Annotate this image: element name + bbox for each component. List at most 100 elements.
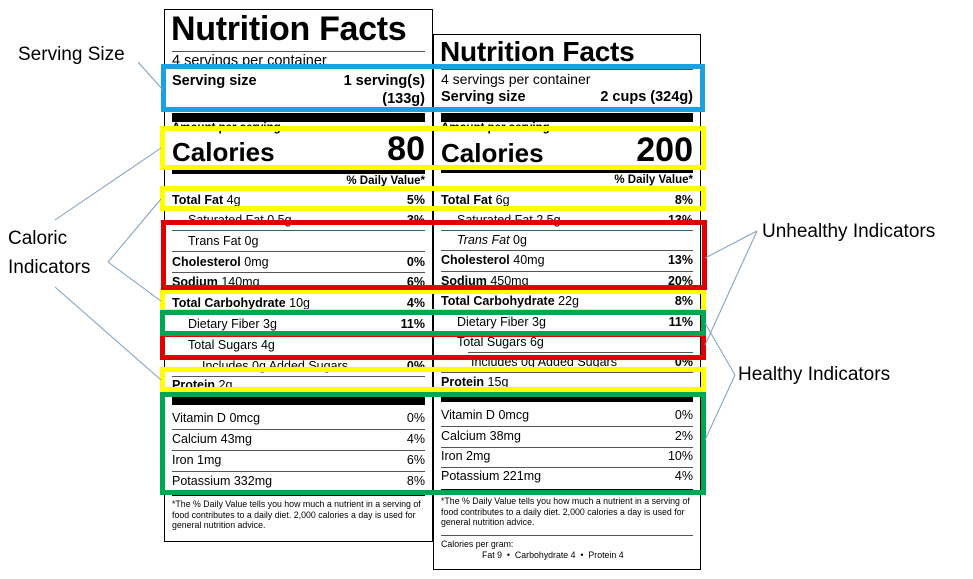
nutrient-amount: 4g <box>260 338 275 352</box>
cholesterol-sodium-highlight <box>161 220 707 290</box>
divider <box>441 447 693 448</box>
vitamin-row: Vitamin D 0mcg 0% <box>172 411 425 425</box>
serving-size-label: Serving size <box>441 89 526 105</box>
divider <box>172 376 425 377</box>
calories-per-gram-values: Fat 9 • Carbohydrate 4 • Protein 4 <box>482 550 624 560</box>
vitamin-row: Iron 1mg 6% <box>172 453 425 467</box>
divider <box>441 467 693 468</box>
nutrient-amount: 10g <box>289 296 311 310</box>
nutrient-name: Trans Fat <box>457 233 510 247</box>
vitamin-dv: 10% <box>667 449 693 463</box>
nutrient-dv: 4% <box>406 296 425 310</box>
vitamin-row: Vitamin D 0mcg 0% <box>441 408 693 422</box>
thick-rule <box>441 113 693 122</box>
calories-label: Calories <box>441 138 544 168</box>
label-title: Nutrition Facts <box>440 36 635 67</box>
vitamin-dv: 8% <box>406 474 425 488</box>
vitamin-name: Calcium <box>441 429 487 443</box>
vitamins-highlight <box>160 392 706 495</box>
vitamin-name: Calcium <box>172 432 218 446</box>
caloric-callout-line1: Caloric <box>8 228 68 249</box>
vitamin-amount: 38mg <box>489 429 521 443</box>
fiber-highlight <box>160 310 706 336</box>
nutrient-row: Trans Fat 0g <box>441 233 693 247</box>
nutrient-amount: 6g <box>529 335 544 349</box>
caloric-leader-calories <box>54 147 162 221</box>
nutrient-row: Total Carbohydrate 10g 4% <box>172 296 425 310</box>
daily-value-text: % Daily Value* <box>346 175 425 187</box>
calories-highlight <box>160 126 706 170</box>
divider <box>172 251 425 252</box>
nutrient-row: Total Fat 4g 5% <box>172 193 425 207</box>
nutrient-amount: 3g <box>263 317 277 331</box>
vitamin-amount: 1mg <box>197 453 222 467</box>
calories-number: 80 <box>387 130 425 168</box>
footnote: *The % Daily Value tells you how much a … <box>172 499 421 530</box>
nutrient-name: Protein <box>441 375 485 389</box>
daily-value-text: % Daily Value* <box>614 174 693 186</box>
daily-value-header: % Daily Value* <box>441 174 693 186</box>
divider <box>441 426 693 427</box>
vitamin-dv: 6% <box>406 453 425 467</box>
serving-size-text: 2 cups (324g) <box>600 89 693 105</box>
vitamin-amount: 2mg <box>466 449 491 463</box>
vitamin-amount: 332mg <box>233 474 273 488</box>
vitamin-row: Potassium 332mg 8% <box>172 474 425 488</box>
nutrient-name: Sodium <box>441 274 487 288</box>
nutrient-amount: 4g <box>226 193 241 207</box>
calories-value: 200 <box>441 131 693 170</box>
vitamin-amount: 43mg <box>220 432 252 446</box>
divider <box>441 69 693 70</box>
healthy-leader-top <box>704 322 736 376</box>
vitamin-dv: 0% <box>406 411 425 425</box>
vitamin-dv: 0% <box>674 408 693 422</box>
serving-size-line2: (133g) <box>382 91 425 107</box>
serving-size-callout: Serving Size <box>18 44 125 65</box>
divider <box>468 352 693 353</box>
serving-size-label: Serving size <box>172 73 257 89</box>
nutrient-row: Dietary Fiber 3g 11% <box>441 315 693 329</box>
divider <box>172 429 425 430</box>
vitamin-dv: 2% <box>674 429 693 443</box>
divider <box>172 272 425 273</box>
nutrient-dv: 8% <box>674 193 693 207</box>
vitamin-amount: 0mcg <box>229 411 261 425</box>
nutrient-amount: 0mg <box>244 255 269 269</box>
caloric-callout-line2: Indicators <box>8 257 91 278</box>
nutrient-row: Protein 15g <box>441 375 693 389</box>
medium-rule <box>172 170 425 174</box>
nutrient-row: Total Fat 6g 8% <box>441 193 693 207</box>
total-fat-highlight <box>160 186 706 211</box>
calories-label: Calories <box>172 137 275 167</box>
nutrient-row: Cholesterol 40mg 13% <box>441 253 693 267</box>
vitamin-amount: 221mg <box>502 469 542 483</box>
vitamin-row: Calcium 38mg 2% <box>441 429 693 443</box>
caloric-leader-fat <box>107 198 162 263</box>
thick-rule <box>172 396 425 405</box>
thick-rule <box>441 393 693 402</box>
vitamin-dv: 4% <box>406 432 425 446</box>
nutrient-name: Total Sugars <box>188 338 258 352</box>
unhealthy-leader-top <box>704 230 758 259</box>
daily-value-header: % Daily Value* <box>172 175 425 187</box>
thick-rule <box>172 113 425 122</box>
divider <box>441 372 693 373</box>
nutrient-amount: 450mg <box>490 274 529 288</box>
nutrient-name: Total Fat <box>441 193 493 207</box>
vitamin-row: Iron 2mg 10% <box>441 449 693 463</box>
nutrient-name: Cholesterol <box>172 255 241 269</box>
divider <box>172 51 425 52</box>
servings-per-container: 4 servings per container <box>441 71 591 87</box>
nutrient-amount: 22g <box>558 294 580 308</box>
serving-size-weight: (133g) <box>172 91 425 107</box>
nutrient-row: Dietary Fiber 3g 11% <box>172 317 425 331</box>
healthy-leader-bottom <box>704 374 736 441</box>
nutrient-name: Total Sugars <box>457 335 527 349</box>
serving-size-leader <box>137 61 164 91</box>
nutrient-name: Total Carbohydrate <box>172 296 286 310</box>
vitamin-name: Vitamin D <box>172 411 226 425</box>
divider <box>172 450 425 451</box>
nutrient-dv: 8% <box>674 294 693 308</box>
nutrient-name: Trans Fat <box>188 234 242 248</box>
